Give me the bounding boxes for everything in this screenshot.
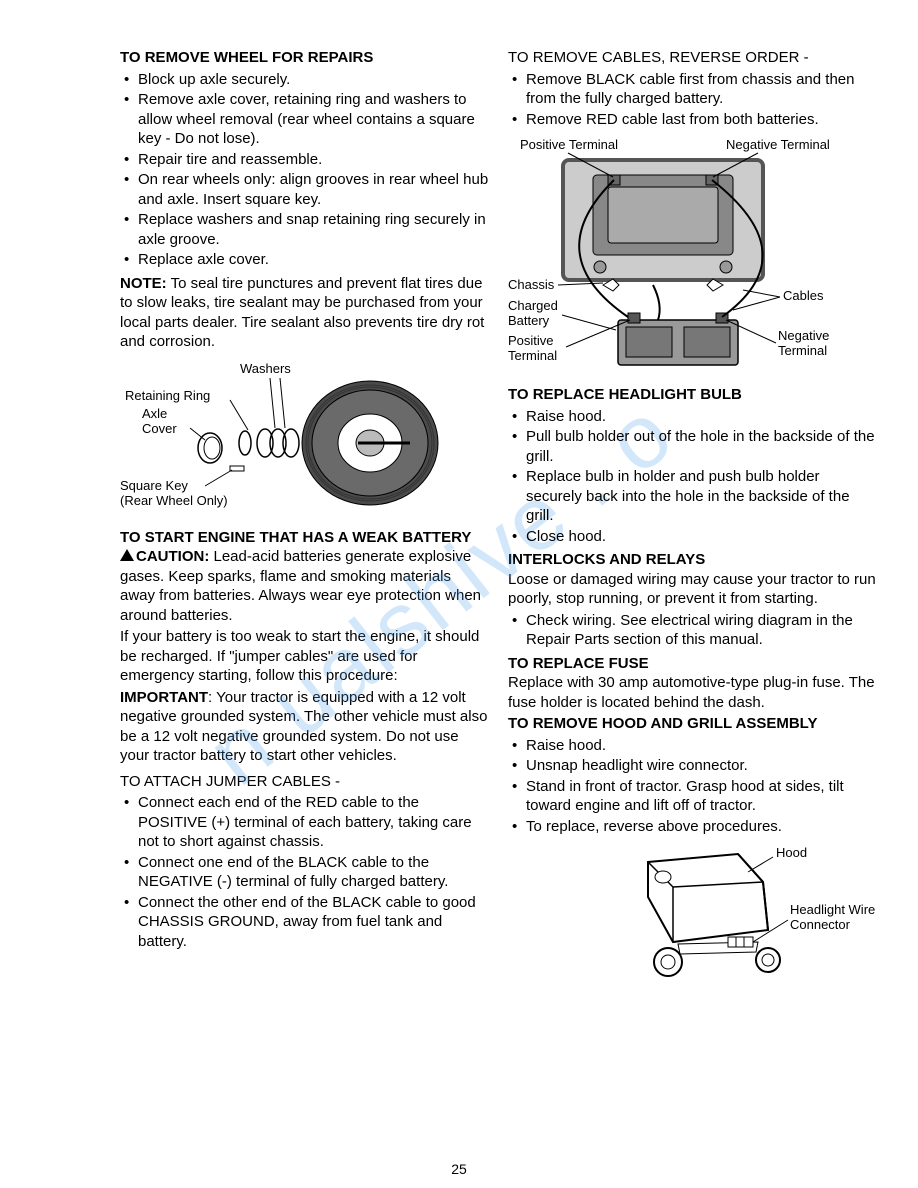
battery-diagram: Positive Terminal Negative Terminal Chas… (508, 135, 848, 375)
list-item: Connect each end of the RED cable to the… (120, 793, 490, 852)
wheel-diagram: Washers Retaining Ring Axle Cover Square… (120, 358, 460, 518)
svg-text:Retaining Ring: Retaining Ring (125, 388, 210, 403)
heading-weak-battery: TO START ENGINE THAT HAS A WEAK BATTERY (120, 528, 490, 548)
right-column: TO REMOVE CABLES, REVERSE ORDER - Remove… (508, 48, 878, 992)
attach-heading: TO ATTACH JUMPER CABLES - (120, 772, 490, 792)
note-paragraph: NOTE: To seal tire punctures and prevent… (120, 274, 490, 352)
svg-text:Square Key: Square Key (120, 478, 188, 493)
headlight-list: Raise hood. Pull bulb holder out of the … (508, 407, 878, 547)
svg-text:Positive Terminal: Positive Terminal (520, 137, 618, 152)
wheel-steps-list: Block up axle securely. Remove axle cove… (120, 70, 490, 270)
svg-text:Negative Terminal: Negative Terminal (726, 137, 830, 152)
hood-list: Raise hood. Unsnap headlight wire connec… (508, 736, 878, 837)
list-item: Replace washers and snap retaining ring … (120, 210, 490, 249)
list-item: Pull bulb holder out of the hole in the … (508, 427, 878, 466)
caution-paragraph: CAUTION: Lead-acid batteries generate ex… (120, 547, 490, 625)
svg-text:Cover: Cover (142, 421, 177, 436)
interlocks-text: Loose or damaged wiring may cause your t… (508, 570, 878, 609)
svg-text:Hood: Hood (776, 845, 807, 860)
svg-text:Terminal: Terminal (508, 348, 557, 363)
list-item: Stand in front of tractor. Grasp hood at… (508, 777, 878, 816)
svg-text:Cables: Cables (783, 288, 824, 303)
note-label: NOTE: (120, 275, 167, 292)
heading-fuse: TO REPLACE FUSE (508, 654, 878, 674)
important-paragraph: IMPORTANT: Your tractor is equipped with… (120, 688, 490, 766)
page-number: 25 (451, 1160, 467, 1178)
list-item: Remove RED cable last from both batterie… (508, 110, 878, 130)
list-item: Connect one end of the BLACK cable to th… (120, 853, 490, 892)
svg-text:Chassis: Chassis (508, 277, 555, 292)
hood-diagram: Hood Headlight Wire Connector (618, 842, 878, 982)
heading-remove-wheel: TO REMOVE WHEEL FOR REPAIRS (120, 48, 490, 68)
svg-text:Headlight Wire: Headlight Wire (790, 902, 875, 917)
list-item: Repair tire and reassemble. (120, 150, 490, 170)
important-label: IMPORTANT (120, 689, 208, 706)
svg-text:Washers: Washers (240, 361, 291, 376)
list-item: Connect the other end of the BLACK cable… (120, 893, 490, 952)
list-item: Replace bulb in holder and push bulb hol… (508, 467, 878, 526)
list-item: Raise hood. (508, 736, 878, 756)
svg-text:Terminal: Terminal (778, 343, 827, 358)
page-columns: TO REMOVE WHEEL FOR REPAIRS Block up axl… (120, 48, 878, 992)
left-column: TO REMOVE WHEEL FOR REPAIRS Block up axl… (120, 48, 490, 992)
list-item: Remove BLACK cable first from chassis an… (508, 70, 878, 109)
attach-cables-list: Connect each end of the RED cable to the… (120, 793, 490, 951)
remove-cables-heading: TO REMOVE CABLES, REVERSE ORDER - (508, 48, 878, 68)
caution-label: CAUTION: (136, 548, 209, 565)
note-text: To seal tire punctures and prevent flat … (120, 275, 484, 351)
svg-text:Battery: Battery (508, 313, 550, 328)
list-item: On rear wheels only: align grooves in re… (120, 170, 490, 209)
list-item: Close hood. (508, 527, 878, 547)
list-item: Block up axle securely. (120, 70, 490, 90)
list-item: Replace axle cover. (120, 250, 490, 270)
list-item: Raise hood. (508, 407, 878, 427)
weak-battery-text: If your battery is too weak to start the… (120, 627, 490, 686)
list-item: Check wiring. See electrical wiring diag… (508, 611, 878, 650)
svg-text:(Rear Wheel Only): (Rear Wheel Only) (120, 493, 228, 508)
heading-headlight: TO REPLACE HEADLIGHT BULB (508, 385, 878, 405)
list-item: Remove axle cover, retaining ring and wa… (120, 90, 490, 149)
svg-text:Positive: Positive (508, 333, 554, 348)
svg-text:Negative: Negative (778, 328, 829, 343)
svg-text:Charged: Charged (508, 298, 558, 313)
svg-text:Axle: Axle (142, 406, 167, 421)
list-item: To replace, reverse above procedures. (508, 817, 878, 837)
list-item: Unsnap headlight wire connector. (508, 756, 878, 776)
caution-icon (120, 549, 134, 561)
fuse-text: Replace with 30 amp automotive-type plug… (508, 673, 878, 712)
heading-interlocks: INTERLOCKS AND RELAYS (508, 550, 878, 570)
interlocks-list: Check wiring. See electrical wiring diag… (508, 611, 878, 650)
heading-hood: TO REMOVE HOOD AND GRILL ASSEMBLY (508, 714, 878, 734)
remove-cables-list: Remove BLACK cable first from chassis an… (508, 70, 878, 130)
svg-text:Connector: Connector (790, 917, 851, 932)
